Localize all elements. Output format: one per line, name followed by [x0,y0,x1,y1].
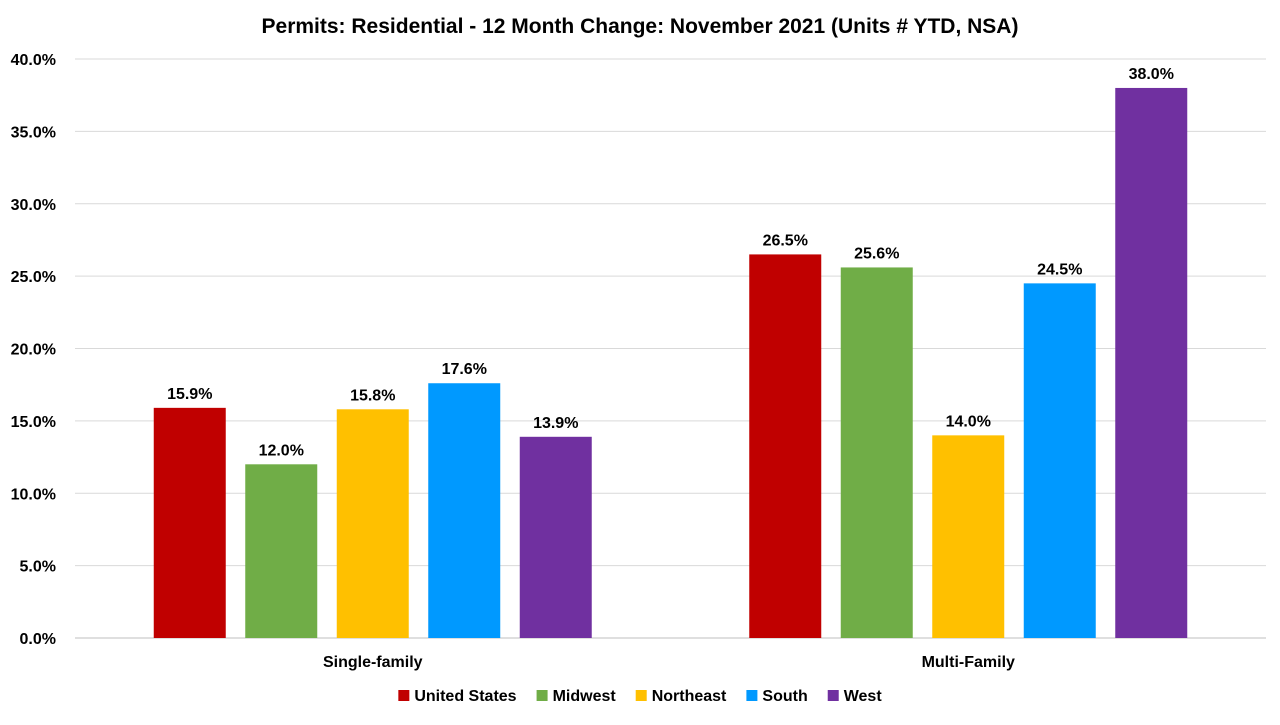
bar-west-multi-family [1115,87,1188,638]
data-label-northeast-single-family: 15.8% [350,387,395,404]
chart-title: Permits: Residential - 12 Month Change: … [262,15,1019,38]
legend-swatch [827,690,839,701]
legend-swatch [398,690,410,701]
bar-united-states-single-family [153,407,226,638]
y-tick-label: 20.0% [11,342,56,359]
data-label-south-single-family: 17.6% [442,361,487,378]
x-axis-categories: Single-family Multi-Family [323,654,1015,671]
y-tick-label: 25.0% [11,269,56,286]
data-label-midwest-single-family: 12.0% [259,442,304,459]
legend-item-south: South [746,688,808,705]
legend-item-united-states: United States [398,688,517,705]
data-label-south-multi-family: 24.5% [1037,261,1082,278]
y-tick-label: 15.0% [11,414,56,431]
data-label-united-states-multi-family: 26.5% [763,232,808,249]
bar-northeast-multi-family [932,435,1005,638]
category-label-multi-family: Multi-Family [922,654,1015,671]
bar-midwest-multi-family [840,267,913,638]
category-label-single-family: Single-family [323,654,423,671]
bar-midwest-single-family [245,464,318,638]
y-tick-label: 35.0% [11,124,56,141]
bar-south-multi-family [1023,283,1096,638]
y-tick-label: 10.0% [11,486,56,503]
legend-label: United States [414,688,516,705]
data-label-midwest-multi-family: 25.6% [854,245,899,262]
legend-swatch [635,690,647,701]
y-axis-ticks: 0.0% 5.0% 10.0% 15.0% 20.0% 25.0% 30.0% 35.0% 40… [11,52,56,648]
legend-swatch [536,690,548,701]
bar-united-states-multi-family [749,254,822,638]
legend-item-midwest: Midwest [536,688,617,705]
bars [153,87,1188,638]
legend-label: Northeast [652,688,727,705]
y-tick-label: 30.0% [11,197,56,214]
data-labels: 15.9% 12.0% 15.8% 17.6% 13.9% 26.5% 25.6% 14.0%… [167,66,1174,459]
data-label-united-states-single-family: 15.9% [167,386,212,403]
legend-item-west: West [827,688,883,705]
legend-item-northeast: Northeast [635,688,727,705]
y-tick-label: 40.0% [11,52,56,69]
bar-northeast-single-family [336,409,409,638]
legend-label: South [762,688,807,705]
legend: United States Midwest Northeast South West [398,688,882,705]
legend-label: West [844,688,883,705]
y-tick-label: 0.0% [20,631,56,648]
legend-swatch [746,690,758,701]
data-label-northeast-multi-family: 14.0% [946,413,991,430]
legend-label: Midwest [553,688,617,705]
bar-west-single-family [519,436,592,638]
data-label-west-multi-family: 38.0% [1129,66,1174,83]
y-tick-label: 5.0% [20,559,56,576]
bar-south-single-family [428,383,501,638]
data-label-west-single-family: 13.9% [533,415,578,432]
